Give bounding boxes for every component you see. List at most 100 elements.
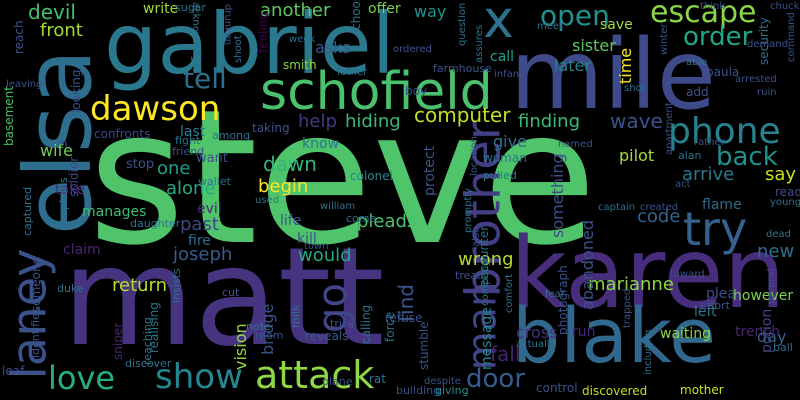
cloud-word: reveals xyxy=(305,329,349,343)
cloud-word: william xyxy=(320,201,356,212)
cloud-word: begin xyxy=(258,176,309,197)
cloud-word: including xyxy=(643,329,654,375)
cloud-word: question xyxy=(457,2,468,46)
cloud-word: sister xyxy=(572,36,616,55)
cloud-word: company xyxy=(480,259,491,306)
cloud-word: alone xyxy=(166,178,216,199)
cloud-word: plane xyxy=(322,375,353,388)
cloud-word: another xyxy=(260,0,331,21)
cloud-word: comfort xyxy=(504,273,515,313)
cloud-word: door xyxy=(466,364,526,394)
cloud-word: devil xyxy=(28,0,76,24)
cloud-word: sniper xyxy=(111,322,125,360)
cloud-word: give xyxy=(493,132,527,151)
cloud-word: looking xyxy=(69,69,83,113)
cloud-word: town xyxy=(304,241,329,252)
cloud-word: sugar xyxy=(175,1,206,14)
cloud-word: call xyxy=(490,49,515,65)
cloud-word: also xyxy=(471,226,482,247)
cloud-word: ball xyxy=(773,341,793,354)
cloud-word: computer xyxy=(414,103,511,127)
cloud-word: trick xyxy=(330,317,355,330)
cloud-word: daughter xyxy=(130,217,181,230)
cloud-word: schofield xyxy=(260,62,493,122)
cloud-word: act xyxy=(675,179,691,190)
cloud-word: reach xyxy=(12,20,26,54)
cloud-word: phone xyxy=(668,111,781,152)
cloud-word: acknowledges xyxy=(190,2,201,74)
cloud-word: photograph xyxy=(556,265,570,335)
cloud-word: despite xyxy=(424,376,461,387)
cloud-word: shoot xyxy=(233,35,244,63)
cloud-word: rat xyxy=(369,372,386,386)
cloud-word: fight xyxy=(175,134,201,147)
cloud-word: wrong xyxy=(458,249,514,270)
cloud-word: ordered xyxy=(393,44,432,55)
cloud-word: room xyxy=(255,329,284,342)
cloud-word: wave xyxy=(610,109,663,133)
cloud-word: duke xyxy=(57,282,84,295)
cloud-word: building xyxy=(396,384,441,397)
cloud-word: command xyxy=(786,12,797,62)
cloud-word: boy xyxy=(405,84,428,98)
cloud-word: matt xyxy=(62,219,385,377)
cloud-word: finding xyxy=(518,111,581,132)
cloud-word: giving xyxy=(435,384,469,397)
cloud-word: write xyxy=(143,1,179,17)
cloud-word: chooses xyxy=(349,0,363,30)
cloud-word: week xyxy=(289,34,316,45)
cloud-word: something xyxy=(548,153,567,238)
cloud-word: stop xyxy=(126,157,155,172)
cloud-word: farmhouse xyxy=(433,62,492,75)
cloud-word: protect xyxy=(422,145,438,196)
cloud-word: way xyxy=(414,2,447,21)
cloud-word: wife xyxy=(40,141,74,160)
cloud-word: mile xyxy=(510,19,716,131)
cloud-word: insists xyxy=(170,268,183,303)
cloud-word: flame xyxy=(702,197,742,213)
cloud-word: effort xyxy=(700,299,730,312)
cloud-word: karen xyxy=(510,217,786,331)
cloud-word: n xyxy=(60,137,68,151)
cloud-word: infant xyxy=(494,69,524,80)
cloud-word: ruin xyxy=(757,87,777,98)
cloud-word: fall xyxy=(490,342,521,366)
cloud-word: waiting xyxy=(660,326,712,342)
cloud-word: joseph xyxy=(173,244,233,265)
cloud-word: tell xyxy=(183,62,227,95)
cloud-word: want xyxy=(196,151,228,166)
cloud-word: milk xyxy=(289,304,302,328)
cloud-word: woman xyxy=(483,151,527,165)
cloud-word: fear xyxy=(545,289,565,300)
cloud-word: potion xyxy=(759,308,775,353)
cloud-word: front xyxy=(40,20,83,41)
cloud-word: open xyxy=(540,0,610,32)
cloud-word: named xyxy=(558,139,593,150)
cloud-word: add xyxy=(686,85,709,99)
cloud-word: trapped xyxy=(622,288,633,328)
cloud-word: kill xyxy=(297,231,317,247)
cloud-word: feeling xyxy=(256,12,270,53)
cloud-word: captured xyxy=(21,186,34,236)
cloud-word: apartment xyxy=(664,102,675,155)
cloud-word: hiding xyxy=(345,111,401,132)
cloud-word: left xyxy=(694,304,717,320)
cloud-word: winter xyxy=(659,23,670,55)
cloud-word: location xyxy=(469,136,480,176)
cloud-word: paula xyxy=(706,65,740,79)
cloud-word: demand xyxy=(747,39,789,50)
cloud-word: several xyxy=(766,268,777,305)
cloud-word: back xyxy=(716,142,778,172)
cloud-word: new xyxy=(757,241,795,262)
cloud-word: evil xyxy=(197,201,222,217)
cloud-word: used xyxy=(255,195,280,206)
cloud-word: mother xyxy=(680,383,724,397)
cloud-word: escape xyxy=(650,0,757,30)
cloud-word: come xyxy=(346,212,377,225)
cloud-word: one xyxy=(157,158,191,179)
cloud-word: calling xyxy=(359,304,373,344)
cloud-word: stumble xyxy=(417,321,431,370)
cloud-word: smith xyxy=(283,58,317,72)
cloud-word: dawn xyxy=(263,152,317,176)
cloud-word: return xyxy=(112,275,168,296)
